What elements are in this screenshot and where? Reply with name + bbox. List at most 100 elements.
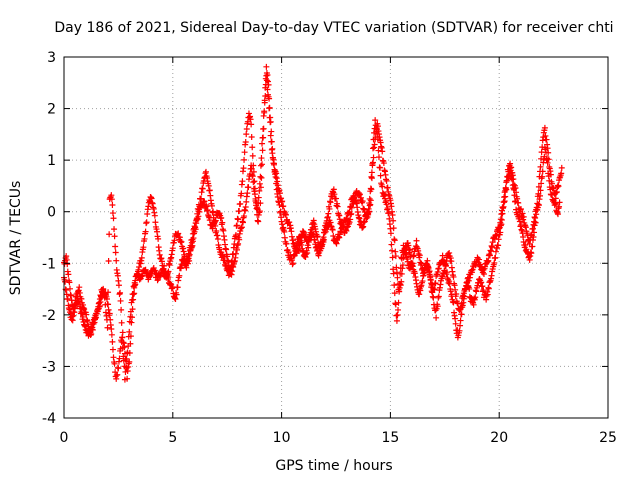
data-point bbox=[383, 177, 390, 184]
data-point bbox=[408, 252, 415, 259]
data-point bbox=[151, 212, 158, 219]
data-point bbox=[479, 283, 486, 290]
x-tick-label: 25 bbox=[599, 430, 617, 446]
data-point bbox=[384, 205, 391, 212]
data-point bbox=[240, 165, 247, 172]
chart-title: Day 186 of 2021, Sidereal Day-to-day VTE… bbox=[54, 20, 613, 36]
data-point bbox=[124, 349, 131, 356]
data-point bbox=[251, 185, 258, 192]
data-point bbox=[334, 203, 341, 210]
data-point bbox=[126, 358, 133, 365]
data-point bbox=[499, 210, 506, 217]
data-point bbox=[556, 199, 563, 206]
data-point bbox=[472, 294, 479, 301]
data-point bbox=[256, 187, 263, 194]
data-point bbox=[545, 156, 552, 163]
data-point bbox=[393, 269, 400, 276]
data-point bbox=[106, 310, 113, 317]
data-point bbox=[390, 225, 397, 232]
data-point bbox=[206, 187, 213, 194]
data-point bbox=[118, 319, 125, 326]
data-point bbox=[165, 268, 172, 275]
data-point bbox=[432, 280, 439, 287]
data-point bbox=[74, 295, 81, 302]
data-point bbox=[208, 202, 215, 209]
data-point bbox=[204, 206, 211, 213]
data-point bbox=[427, 277, 434, 284]
data-point bbox=[109, 346, 116, 353]
data-point bbox=[126, 328, 133, 335]
data-point bbox=[176, 272, 183, 279]
data-point bbox=[253, 205, 260, 212]
data-point bbox=[350, 200, 357, 207]
data-point bbox=[103, 316, 110, 323]
data-point bbox=[259, 147, 266, 154]
data-point bbox=[394, 274, 401, 281]
data-point bbox=[256, 180, 263, 187]
data-point bbox=[118, 306, 125, 313]
data-point bbox=[470, 301, 477, 308]
data-point bbox=[66, 279, 73, 286]
data-point bbox=[433, 314, 440, 321]
data-point bbox=[261, 99, 268, 106]
data-point bbox=[250, 162, 257, 169]
y-tick-label: 0 bbox=[47, 205, 56, 221]
data-point bbox=[480, 287, 487, 294]
y-axis-label: SDTVAR / TECUs bbox=[8, 181, 24, 296]
y-tick-label: -1 bbox=[42, 256, 56, 272]
data-point bbox=[531, 229, 538, 236]
data-point bbox=[520, 234, 527, 241]
data-point bbox=[356, 215, 363, 222]
data-point bbox=[370, 154, 377, 161]
data-point bbox=[517, 205, 524, 212]
data-point bbox=[247, 116, 254, 123]
x-tick-label: 5 bbox=[168, 430, 177, 446]
data-point bbox=[64, 295, 71, 302]
data-point bbox=[105, 306, 112, 313]
data-point bbox=[510, 186, 517, 193]
data-point bbox=[201, 198, 208, 205]
data-point bbox=[554, 211, 561, 218]
x-tick-label: 20 bbox=[490, 430, 508, 446]
y-tick-label: -4 bbox=[42, 411, 56, 427]
data-point bbox=[380, 160, 387, 167]
data-point bbox=[485, 285, 492, 292]
data-point bbox=[276, 201, 283, 208]
data-point bbox=[119, 334, 126, 341]
data-point bbox=[173, 291, 180, 298]
data-point bbox=[512, 198, 519, 205]
data-point bbox=[111, 233, 118, 240]
data-point bbox=[538, 180, 545, 187]
data-point bbox=[250, 179, 257, 186]
data-point bbox=[537, 187, 544, 194]
data-point bbox=[369, 145, 376, 152]
data-point bbox=[535, 190, 542, 197]
x-tick-label: 10 bbox=[273, 430, 291, 446]
data-point bbox=[111, 360, 118, 367]
y-tick-label: 1 bbox=[47, 153, 56, 169]
x-tick-label: 15 bbox=[381, 430, 399, 446]
data-point bbox=[265, 81, 272, 88]
data-point bbox=[88, 326, 95, 333]
data-point bbox=[356, 191, 363, 198]
data-point bbox=[333, 195, 339, 202]
y-tick-label: 3 bbox=[47, 50, 56, 66]
data-point bbox=[389, 211, 396, 218]
data-point bbox=[174, 284, 181, 291]
data-point bbox=[236, 236, 243, 243]
data-point bbox=[268, 128, 275, 135]
data-point bbox=[458, 311, 465, 318]
data-point bbox=[198, 195, 205, 202]
data-point bbox=[117, 297, 124, 304]
data-point bbox=[543, 136, 550, 143]
data-point bbox=[534, 200, 541, 207]
data-point bbox=[112, 249, 119, 256]
data-point bbox=[391, 237, 398, 244]
data-point bbox=[383, 201, 390, 208]
data-point bbox=[266, 104, 273, 111]
data-point bbox=[230, 250, 237, 257]
data-point bbox=[245, 184, 252, 191]
data-point bbox=[267, 118, 274, 125]
data-point bbox=[238, 190, 245, 197]
